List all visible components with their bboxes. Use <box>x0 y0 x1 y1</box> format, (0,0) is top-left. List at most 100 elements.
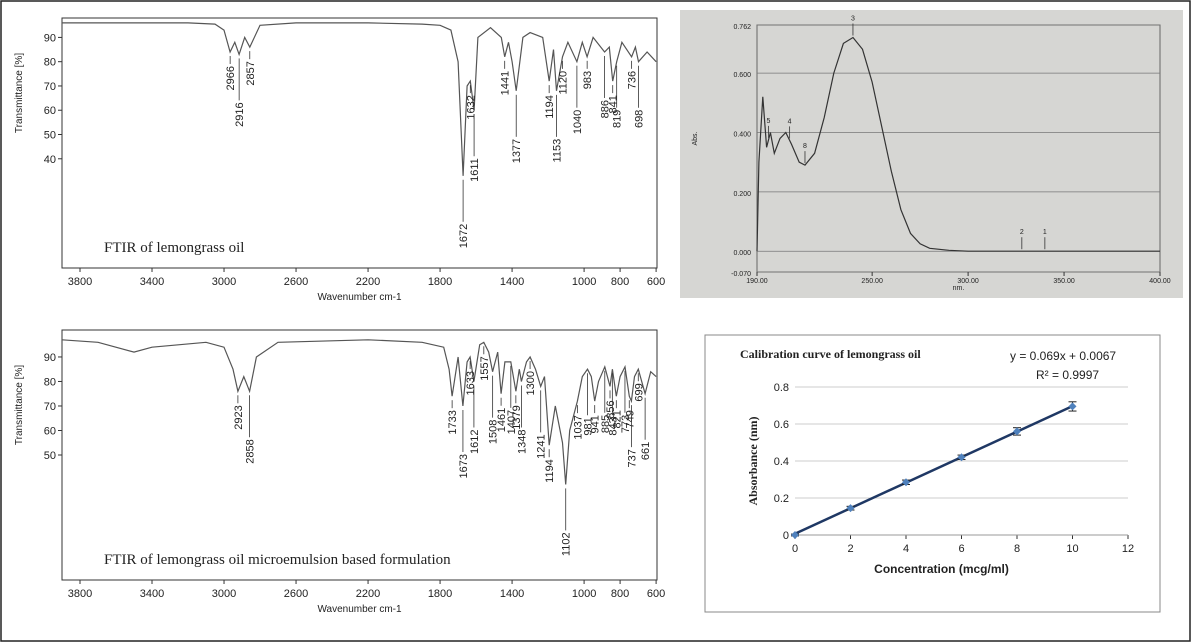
x-axis-label: Concentration (mcg/ml) <box>874 562 1009 576</box>
y-tick-label: 80 <box>44 57 56 69</box>
peak-label: 1153 <box>552 139 564 163</box>
peak-marker-label: 2 <box>1020 229 1024 236</box>
x-tick-label: 600 <box>647 276 665 288</box>
x-tick-label: 800 <box>611 276 629 288</box>
peak-marker-label: 1 <box>1043 229 1047 236</box>
y-axis-label: Transmittance [%] <box>14 53 25 133</box>
uv-photo-background <box>680 10 1183 298</box>
peak-label: 1348 <box>516 429 528 453</box>
peak-label: 1040 <box>572 110 584 134</box>
y-axis-label: Transmittance [%] <box>14 365 25 445</box>
peak-label: 1673 <box>458 454 470 478</box>
y-tick-label: 0.600 <box>733 72 751 79</box>
x-tick-label: 2600 <box>284 276 308 288</box>
x-tick-label: 4 <box>903 543 909 555</box>
peak-label: 736 <box>627 71 639 89</box>
x-tick-label: 350.00 <box>1053 278 1075 285</box>
trendline-r2: R² = 0.9997 <box>1036 368 1099 382</box>
peak-label: 2857 <box>245 61 257 85</box>
peak-label: 2923 <box>233 405 245 429</box>
x-tick-label: 1000 <box>572 276 596 288</box>
peak-label: 1733 <box>447 410 459 434</box>
x-axis-label: nm. <box>953 285 965 292</box>
peak-label: 1672 <box>458 224 470 248</box>
y-tick-label: 90 <box>44 32 56 44</box>
peak-label: 698 <box>633 110 645 128</box>
peak-marker-label: 3 <box>851 15 855 22</box>
y-tick-label: 60 <box>44 105 56 117</box>
y-tick-label: 0.762 <box>733 24 751 31</box>
x-tick-label: 2200 <box>356 588 380 600</box>
y-axis-label: Abs. <box>692 131 699 145</box>
peak-label: 1632 <box>465 95 477 119</box>
x-axis-label: Wavenumber cm-1 <box>317 292 402 303</box>
y-tick-label: 60 <box>44 425 56 437</box>
trendline-equation: y = 0.069x + 0.0067 <box>1010 349 1116 363</box>
x-tick-label: 300.00 <box>957 278 979 285</box>
y-tick-label: 0.2 <box>774 493 789 505</box>
panel-caption: FTIR of lemongrass oil <box>104 240 244 256</box>
peak-label: 699 <box>633 383 645 401</box>
peak-label: 1194 <box>544 95 556 119</box>
figure: 4050607080903800340030002600220018001400… <box>0 0 1191 642</box>
x-tick-label: 3800 <box>68 588 92 600</box>
x-tick-label: 1400 <box>500 276 524 288</box>
peak-label: 1300 <box>525 371 537 395</box>
peak-label: 1611 <box>469 158 481 182</box>
y-tick-label: 0.6 <box>774 419 789 431</box>
x-tick-label: 250.00 <box>861 278 883 285</box>
peak-label: 1612 <box>469 429 481 453</box>
x-tick-label: 3800 <box>68 276 92 288</box>
panel-caption: FTIR of lemongrass oil microemulsion bas… <box>104 552 451 568</box>
x-tick-label: 12 <box>1122 543 1134 555</box>
y-tick-label: 50 <box>44 450 56 462</box>
x-tick-label: 3000 <box>212 588 236 600</box>
peak-marker-label: 8 <box>803 143 807 150</box>
y-tick-label: -0.070 <box>731 271 751 278</box>
x-tick-label: 600 <box>647 588 665 600</box>
peak-label: 1102 <box>561 532 573 556</box>
peak-label: 983 <box>582 71 594 89</box>
y-tick-label: 70 <box>44 401 56 413</box>
y-tick-label: 0 <box>783 530 789 542</box>
peak-label: 1241 <box>536 434 548 458</box>
peak-label: 1194 <box>544 459 556 483</box>
y-tick-label: 70 <box>44 81 56 93</box>
peak-label: 1120 <box>557 71 569 95</box>
peak-label: 661 <box>640 442 652 460</box>
y-axis-label: Absorbance (nm) <box>746 416 760 505</box>
y-tick-label: 90 <box>44 352 56 364</box>
x-tick-label: 10 <box>1066 543 1078 555</box>
x-tick-label: 8 <box>1014 543 1020 555</box>
x-tick-label: 1000 <box>572 588 596 600</box>
peak-label: 1633 <box>465 371 477 395</box>
x-tick-label: 400.00 <box>1149 278 1171 285</box>
x-tick-label: 1800 <box>428 588 452 600</box>
peak-marker-label: 5 <box>767 118 771 125</box>
peak-label: 2858 <box>245 439 257 463</box>
x-tick-label: 2200 <box>356 276 380 288</box>
x-tick-label: 190.00 <box>746 278 768 285</box>
peak-label: 1377 <box>511 139 523 163</box>
x-tick-label: 3000 <box>212 276 236 288</box>
x-tick-label: 2 <box>847 543 853 555</box>
y-tick-label: 0.8 <box>774 382 789 394</box>
y-tick-label: 50 <box>44 130 56 142</box>
peak-label: 2966 <box>225 66 237 90</box>
peak-marker-label: 4 <box>788 118 792 125</box>
y-tick-label: 80 <box>44 376 56 388</box>
x-tick-label: 2600 <box>284 588 308 600</box>
y-tick-label: 0.200 <box>733 191 751 198</box>
x-axis-label: Wavenumber cm-1 <box>317 604 402 615</box>
peak-label: 819 <box>612 110 624 128</box>
x-tick-label: 3400 <box>140 588 164 600</box>
x-tick-label: 1400 <box>500 588 524 600</box>
y-tick-label: 40 <box>44 154 56 166</box>
x-tick-label: 3400 <box>140 276 164 288</box>
y-tick-label: 0.000 <box>733 250 751 257</box>
peak-label: 1441 <box>500 71 512 95</box>
x-tick-label: 800 <box>611 588 629 600</box>
x-tick-label: 6 <box>958 543 964 555</box>
peak-label: 749 <box>624 410 636 428</box>
chart-title: Calibration curve of lemongrass oil <box>740 347 921 361</box>
